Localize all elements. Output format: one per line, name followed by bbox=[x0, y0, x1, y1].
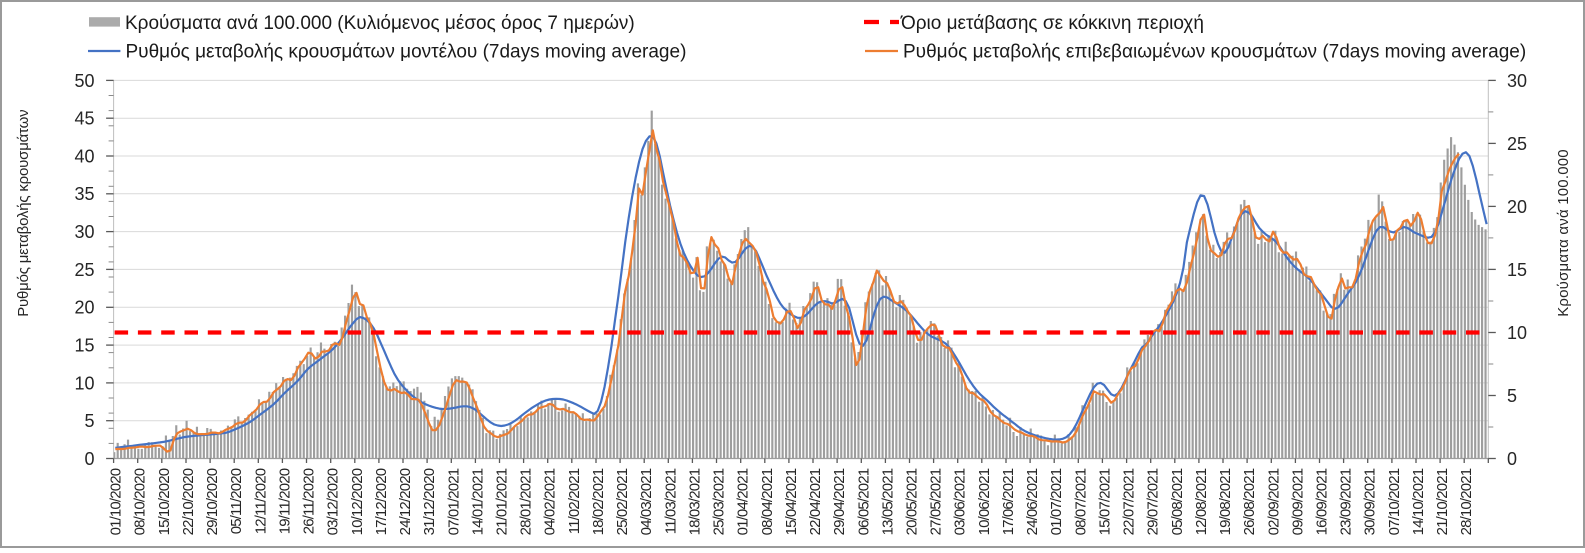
svg-text:01/07/2021: 01/07/2021 bbox=[1048, 468, 1065, 535]
svg-text:35: 35 bbox=[74, 184, 94, 204]
svg-text:40: 40 bbox=[74, 146, 94, 166]
svg-text:29/10/2020: 29/10/2020 bbox=[204, 468, 221, 535]
svg-text:01/04/2021: 01/04/2021 bbox=[735, 468, 752, 535]
svg-text:15: 15 bbox=[1507, 260, 1527, 280]
svg-text:30: 30 bbox=[1507, 71, 1527, 91]
svg-text:29/07/2021: 29/07/2021 bbox=[1145, 468, 1162, 535]
svg-text:22/04/2021: 22/04/2021 bbox=[807, 468, 824, 535]
svg-text:02/09/2021: 02/09/2021 bbox=[1265, 468, 1282, 535]
svg-text:15/07/2021: 15/07/2021 bbox=[1096, 468, 1113, 535]
svg-text:15: 15 bbox=[74, 336, 94, 356]
svg-text:19/11/2020: 19/11/2020 bbox=[276, 468, 293, 534]
svg-text:29/04/2021: 29/04/2021 bbox=[831, 468, 848, 535]
svg-text:21/01/2021: 21/01/2021 bbox=[494, 468, 511, 535]
svg-text:19/08/2021: 19/08/2021 bbox=[1217, 468, 1234, 535]
svg-text:11/02/2021: 11/02/2021 bbox=[566, 468, 583, 534]
svg-text:14/01/2021: 14/01/2021 bbox=[469, 468, 486, 535]
svg-text:21/10/2021: 21/10/2021 bbox=[1434, 468, 1451, 535]
svg-text:16/09/2021: 16/09/2021 bbox=[1314, 468, 1331, 535]
svg-text:12/08/2021: 12/08/2021 bbox=[1193, 468, 1210, 535]
svg-text:Κρούσματα ανά 100.000: Κρούσματα ανά 100.000 bbox=[1555, 149, 1572, 317]
svg-text:Ρυθμός μεταβολής κρουσμάτων μο: Ρυθμός μεταβολής κρουσμάτων μοντέλου (7d… bbox=[126, 42, 687, 63]
svg-text:28/10/2021: 28/10/2021 bbox=[1458, 468, 1475, 535]
svg-text:Κρούσματα ανά 100.000 (Κυλιόμε: Κρούσματα ανά 100.000 (Κυλιόμενος μέσος … bbox=[125, 13, 635, 34]
svg-text:18/02/2021: 18/02/2021 bbox=[590, 468, 607, 535]
svg-text:22/07/2021: 22/07/2021 bbox=[1121, 468, 1138, 535]
svg-text:12/11/2020: 12/11/2020 bbox=[252, 468, 269, 534]
svg-text:01/10/2020: 01/10/2020 bbox=[108, 468, 125, 535]
svg-text:14/10/2021: 14/10/2021 bbox=[1410, 468, 1427, 535]
svg-text:5: 5 bbox=[84, 411, 94, 431]
svg-text:06/05/2021: 06/05/2021 bbox=[855, 468, 872, 535]
svg-text:20/05/2021: 20/05/2021 bbox=[904, 468, 921, 535]
svg-text:08/04/2021: 08/04/2021 bbox=[759, 468, 776, 535]
svg-text:03/06/2021: 03/06/2021 bbox=[952, 468, 969, 535]
svg-text:25/03/2021: 25/03/2021 bbox=[711, 468, 728, 535]
svg-text:23/09/2021: 23/09/2021 bbox=[1338, 468, 1355, 535]
svg-text:15/04/2021: 15/04/2021 bbox=[783, 468, 800, 535]
svg-text:31/12/2020: 31/12/2020 bbox=[421, 468, 438, 535]
svg-text:04/03/2021: 04/03/2021 bbox=[638, 468, 655, 535]
svg-text:15/10/2020: 15/10/2020 bbox=[156, 468, 173, 535]
svg-text:28/01/2021: 28/01/2021 bbox=[518, 468, 535, 535]
svg-text:09/09/2021: 09/09/2021 bbox=[1289, 468, 1306, 535]
svg-text:10: 10 bbox=[1507, 323, 1527, 343]
svg-text:13/05/2021: 13/05/2021 bbox=[879, 468, 896, 535]
svg-text:20: 20 bbox=[1507, 197, 1527, 217]
svg-text:17/06/2021: 17/06/2021 bbox=[1000, 468, 1017, 535]
svg-text:17/12/2020: 17/12/2020 bbox=[373, 468, 390, 535]
svg-text:22/10/2020: 22/10/2020 bbox=[180, 468, 197, 535]
svg-text:04/02/2021: 04/02/2021 bbox=[542, 468, 559, 535]
svg-text:45: 45 bbox=[74, 109, 94, 129]
svg-text:5: 5 bbox=[1507, 386, 1517, 406]
svg-text:0: 0 bbox=[1507, 449, 1517, 469]
svg-text:25/02/2021: 25/02/2021 bbox=[614, 468, 631, 535]
svg-text:10: 10 bbox=[74, 373, 94, 393]
svg-text:26/08/2021: 26/08/2021 bbox=[1241, 468, 1258, 535]
svg-text:26/11/2020: 26/11/2020 bbox=[301, 468, 318, 534]
svg-text:07/10/2021: 07/10/2021 bbox=[1386, 468, 1403, 535]
svg-text:27/05/2021: 27/05/2021 bbox=[928, 468, 945, 535]
svg-text:08/10/2020: 08/10/2020 bbox=[132, 468, 149, 535]
svg-text:24/06/2021: 24/06/2021 bbox=[1024, 468, 1041, 535]
svg-text:30/09/2021: 30/09/2021 bbox=[1362, 468, 1379, 535]
svg-text:20: 20 bbox=[74, 298, 94, 318]
svg-text:30: 30 bbox=[74, 222, 94, 242]
svg-text:18/03/2021: 18/03/2021 bbox=[686, 468, 703, 535]
svg-text:05/11/2020: 05/11/2020 bbox=[228, 468, 245, 534]
svg-text:05/08/2021: 05/08/2021 bbox=[1169, 468, 1186, 535]
svg-text:08/07/2021: 08/07/2021 bbox=[1072, 468, 1089, 535]
svg-text:11/03/2021: 11/03/2021 bbox=[662, 468, 679, 534]
svg-text:03/12/2020: 03/12/2020 bbox=[325, 468, 342, 535]
svg-text:25: 25 bbox=[74, 260, 94, 280]
svg-text:10/12/2020: 10/12/2020 bbox=[349, 468, 366, 535]
svg-text:25: 25 bbox=[1507, 134, 1527, 154]
svg-text:24/12/2020: 24/12/2020 bbox=[397, 468, 414, 535]
svg-text:Όριο μετάβασης σε κόκκινη περι: Όριο μετάβασης σε κόκκινη περιοχή bbox=[900, 13, 1204, 34]
svg-text:Ρυθμός μεταβολής επιβεβαιωμένω: Ρυθμός μεταβολής επιβεβαιωμένων κρουσμάτ… bbox=[903, 42, 1526, 63]
svg-text:50: 50 bbox=[74, 71, 94, 91]
svg-text:Ρυθμός μεταβολής κρουσμάτων: Ρυθμός μεταβολής κρουσμάτων bbox=[15, 110, 32, 317]
svg-text:07/01/2021: 07/01/2021 bbox=[445, 468, 462, 535]
svg-text:0: 0 bbox=[84, 449, 94, 469]
svg-text:10/06/2021: 10/06/2021 bbox=[976, 468, 993, 535]
